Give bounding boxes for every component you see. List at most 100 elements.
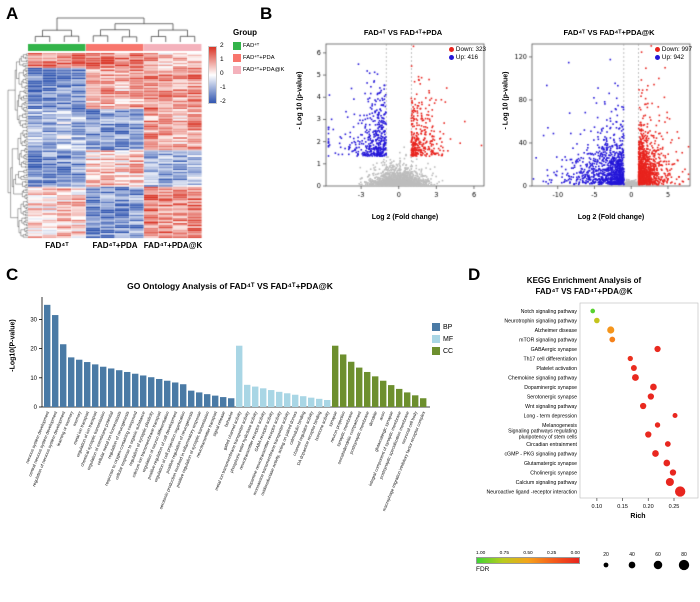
go-term-label: axon (378, 410, 386, 421)
go-bar (212, 395, 219, 407)
volcano-y-axis-label: - Log 10 (p-value) (296, 71, 304, 130)
kegg-dot (674, 486, 686, 497)
go-legend-item-cc: CC (432, 347, 453, 355)
go-bar (140, 375, 147, 407)
volcano-title: FAD⁴ᵀ VS FAD⁴ᵀ+PDA (363, 28, 443, 37)
kegg-pathway-label: Alzheimer disease (535, 328, 577, 334)
kegg-pathway-label: Glutamatergic synapse (524, 461, 577, 467)
kegg-chart-title: KEGG Enrichment Analysis of FAD⁴ᵀ VS FAD… (474, 275, 694, 297)
kegg-pathway-label: Platelet activation (536, 366, 577, 372)
kegg-title-line2: FAD⁴ᵀ VS FAD⁴ᵀ+PDA@K (535, 287, 633, 296)
kegg-dot (609, 336, 616, 343)
go-y-tick: 20 (30, 347, 37, 353)
volcano-canvas-pda (290, 40, 490, 212)
go-bar (284, 393, 291, 407)
size-legend-value: 60 (655, 552, 661, 558)
group-legend-item: FAD⁴ᵀ+PDA@K (233, 66, 284, 74)
colorbar-tick: -2 (220, 98, 226, 105)
group-legend-item: FAD⁴ᵀ (233, 42, 259, 50)
kegg-pathway-label: mTOR signaling pathway (519, 338, 577, 344)
go-term-label: synapse (327, 410, 338, 427)
volcano-y-axis-label: - Log 10 (p-value) (502, 71, 510, 130)
go-bar (404, 392, 411, 407)
kegg-dot (590, 308, 596, 314)
up-count-label: Up: 942 (661, 54, 684, 61)
panel-c-label: C (6, 265, 19, 284)
go-bar (412, 395, 419, 407)
heatmap-canvas (6, 16, 211, 244)
go-bar (260, 388, 267, 407)
go-bar (380, 380, 387, 407)
go-legend-item-bp: BP (432, 323, 453, 331)
kegg-dot (663, 459, 671, 467)
dot-size-legend-svg: 20 40 60 80 (603, 552, 690, 571)
fdr-legend: 1.00 0.75 0.50 0.25 0.00 FDR (476, 551, 580, 573)
size-legend-dot (653, 560, 663, 570)
go-bar (364, 371, 371, 407)
fdr-tick: 1.00 (476, 551, 486, 556)
go-bar (188, 390, 195, 407)
go-y-axis-label: -Log10(P-value) (9, 319, 17, 372)
kegg-dot (665, 477, 674, 487)
kegg-pathway-label: Melanogenesis (542, 423, 577, 429)
kegg-dot (647, 393, 655, 400)
go-bar (68, 357, 75, 407)
kegg-dot (669, 469, 677, 476)
cc-label: CC (443, 347, 454, 355)
legend-row-down: Down: 997 (654, 46, 692, 53)
go-bar (116, 370, 123, 407)
kegg-x-tick: 0.15 (617, 504, 628, 510)
kegg-pathway-label: Cholinergic synapse (530, 471, 577, 477)
go-bar (76, 359, 83, 407)
go-bar (308, 397, 315, 407)
go-bar (356, 367, 363, 407)
go-y-tick: 30 (30, 317, 37, 323)
kegg-x-tick: 0.20 (643, 504, 654, 510)
up-dot-icon (654, 55, 660, 60)
group-swatch-pda (233, 54, 241, 62)
group-legend-label: FAD⁴ᵀ (243, 43, 260, 49)
size-legend-dot (678, 559, 690, 571)
kegg-dot-plot: 0.10 0.15 0.20 0.25 Rich Notch signaling path… (486, 302, 699, 520)
go-bar (228, 398, 235, 407)
group-legend-label: FAD⁴ᵀ+PDA (243, 55, 275, 61)
kegg-x-tick: 0.10 (591, 504, 602, 510)
go-bar (100, 366, 107, 407)
down-count-label: Down: 323 (455, 46, 486, 53)
group-swatch-pdak (233, 66, 241, 74)
kegg-dot (594, 317, 600, 324)
panel-go-ontology: C GO Ontology Analysis of FAD⁴ᵀ VS FAD⁴ᵀ… (0, 263, 466, 602)
kegg-dot (654, 422, 661, 428)
kegg-dot (645, 431, 652, 438)
kegg-dot (672, 412, 678, 419)
colorbar-tick: 2 (220, 42, 224, 49)
kegg-dot (607, 326, 615, 334)
colorbar-tick: 0 (220, 70, 224, 77)
go-bar (164, 380, 171, 407)
size-legend-value: 40 (629, 552, 635, 558)
kegg-dot (631, 374, 639, 381)
fdr-tick: 0.50 (523, 551, 533, 556)
go-bar (292, 394, 299, 407)
fdr-tick: 0.25 (546, 551, 557, 556)
go-legend-item-mf: MF (432, 335, 453, 343)
kegg-pathway-label: Neurotrophin signaling pathway (504, 319, 577, 325)
go-bar (316, 398, 323, 407)
panel-heatmap: A FAD⁴ᵀ FAD⁴ᵀ+PDA FAD⁴ᵀ+PDA@K 2 1 0 -1 -… (0, 0, 284, 262)
size-legend-dot (603, 562, 609, 568)
go-bar (148, 377, 155, 407)
go-y-tick: 0 (34, 405, 38, 411)
legend-row-up: Up: 942 (654, 54, 692, 61)
go-bar (372, 376, 379, 407)
go-y-tick: 10 (30, 376, 37, 382)
go-bar (268, 390, 275, 407)
go-bar (204, 394, 211, 407)
kegg-pathway-label: Dopaminergic synapse (524, 385, 577, 391)
go-term-label: behavior (223, 410, 234, 428)
panel-d-label: D (468, 265, 481, 284)
kegg-pathway-label: cGMP - PKG signaling pathway (504, 452, 577, 458)
fdr-tick: 0.75 (499, 551, 509, 556)
down-dot-icon (654, 47, 660, 52)
heatmap-group-label-3: FAD⁴ᵀ+PDA@K (143, 241, 203, 250)
